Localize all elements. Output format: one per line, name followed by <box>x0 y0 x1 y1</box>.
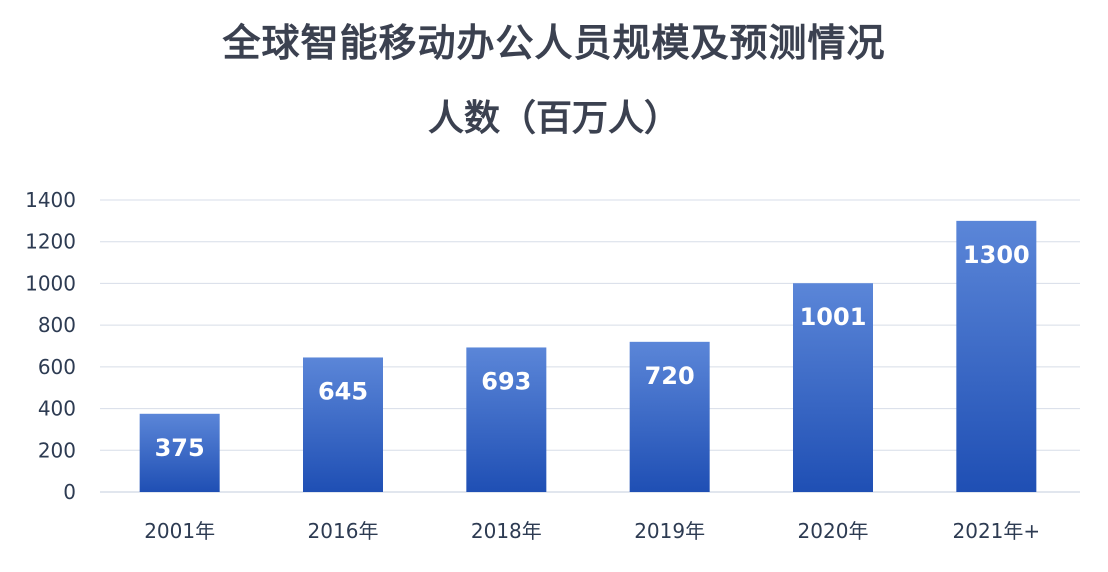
y-tick-label: 800 <box>38 313 76 337</box>
x-category-label: 2020年 <box>798 519 869 543</box>
bar-value-label: 720 <box>645 362 695 390</box>
y-tick-label: 1200 <box>25 230 76 254</box>
bar-value-label: 1001 <box>800 303 867 331</box>
bar-5 <box>956 220 1037 492</box>
bar-value-label: 1300 <box>963 241 1030 269</box>
x-category-label: 2019年 <box>634 519 705 543</box>
y-axis: 0 200 400 600 800 1000 1200 1400 <box>25 188 76 504</box>
y-tick-label: 1400 <box>25 188 76 212</box>
bar-4 <box>793 283 873 492</box>
x-category-label: 2001年 <box>144 519 215 543</box>
bar-value-label: 693 <box>481 367 531 395</box>
y-tick-label: 1000 <box>25 271 76 295</box>
bar-value-label: 375 <box>155 434 205 462</box>
y-tick-label: 600 <box>38 355 76 379</box>
x-category-label: 2021年+ <box>953 519 1041 543</box>
bar-value-label: 645 <box>318 377 368 405</box>
bar-0 <box>139 413 220 492</box>
x-category-label: 2016年 <box>308 519 379 543</box>
bar-2 <box>466 347 547 492</box>
data-labels: 375 645 693 720 1001 1300 <box>155 241 1030 462</box>
bar-3 <box>629 341 710 492</box>
chart-subtitle: 人数（百万人） <box>427 98 680 139</box>
bar-1 <box>303 357 383 492</box>
x-category-label: 2018年 <box>471 519 542 543</box>
bars <box>139 220 1037 492</box>
y-tick-label: 400 <box>38 397 76 421</box>
x-axis: 2001年 2016年 2018年 2019年 2020年 2021年+ <box>144 519 1040 543</box>
y-tick-label: 200 <box>38 438 76 462</box>
y-tick-label: 0 <box>63 480 76 504</box>
chart-title: 全球智能移动办公人员规模及预测情况 <box>222 21 886 65</box>
grid-lines <box>100 199 1080 493</box>
